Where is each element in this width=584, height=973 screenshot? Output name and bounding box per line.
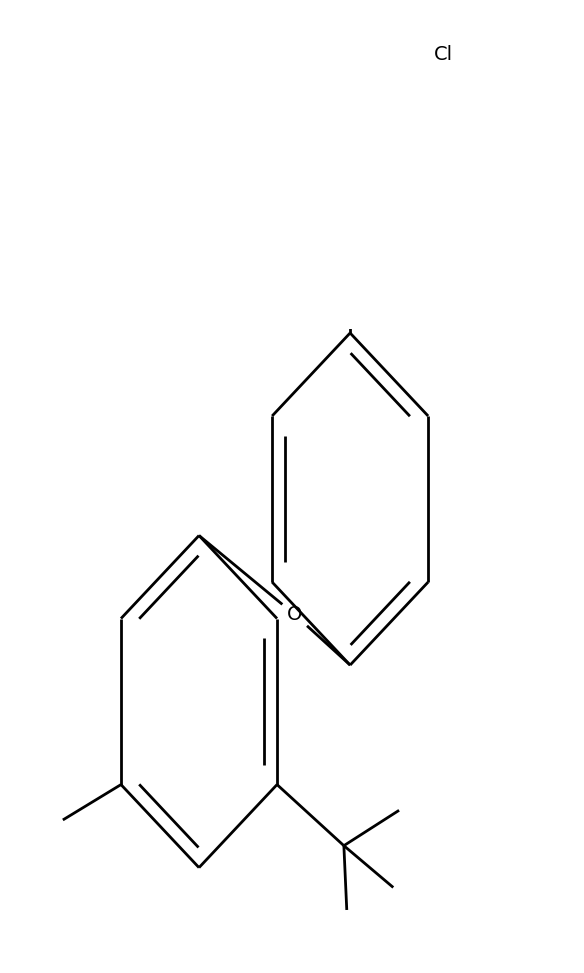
Text: O: O [287, 605, 303, 625]
Text: Cl: Cl [434, 45, 453, 64]
